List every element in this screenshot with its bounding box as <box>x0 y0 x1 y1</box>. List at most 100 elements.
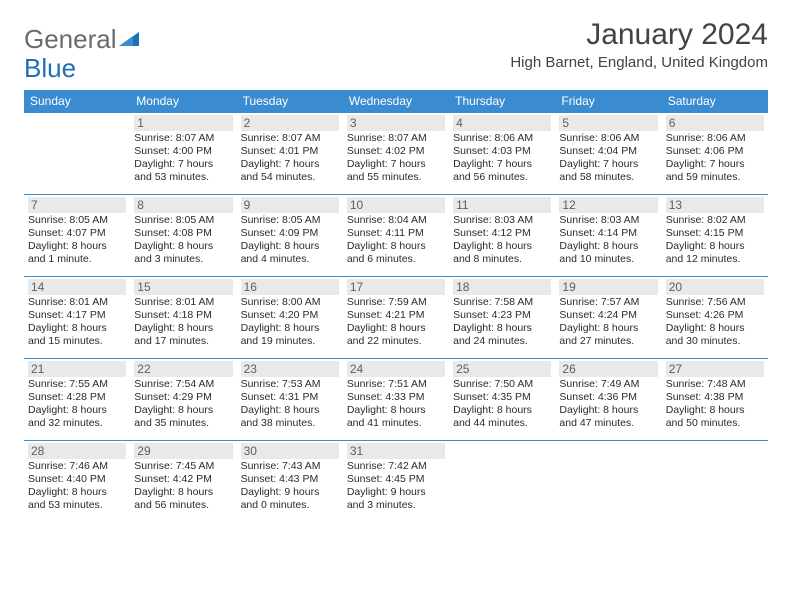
calendar-day-cell: 29Sunrise: 7:45 AMSunset: 4:42 PMDayligh… <box>130 441 236 523</box>
calendar-day-cell: 4Sunrise: 8:06 AMSunset: 4:03 PMDaylight… <box>449 113 555 195</box>
day-number: 9 <box>241 197 339 213</box>
day-number: 8 <box>134 197 232 213</box>
day-details: Sunrise: 7:54 AMSunset: 4:29 PMDaylight:… <box>134 378 232 431</box>
calendar-day-cell: 19Sunrise: 7:57 AMSunset: 4:24 PMDayligh… <box>555 277 661 359</box>
day-number: 7 <box>28 197 126 213</box>
weekday-header: Saturday <box>662 90 768 113</box>
day-details: Sunrise: 8:05 AMSunset: 4:09 PMDaylight:… <box>241 214 339 267</box>
day-details: Sunrise: 8:06 AMSunset: 4:03 PMDaylight:… <box>453 132 551 185</box>
calendar-day-cell: 17Sunrise: 7:59 AMSunset: 4:21 PMDayligh… <box>343 277 449 359</box>
day-details: Sunrise: 8:07 AMSunset: 4:01 PMDaylight:… <box>241 132 339 185</box>
day-details: Sunrise: 7:50 AMSunset: 4:35 PMDaylight:… <box>453 378 551 431</box>
day-details: Sunrise: 7:51 AMSunset: 4:33 PMDaylight:… <box>347 378 445 431</box>
calendar-day-cell <box>449 441 555 523</box>
day-number: 19 <box>559 279 657 295</box>
calendar-day-cell: 2Sunrise: 8:07 AMSunset: 4:01 PMDaylight… <box>237 113 343 195</box>
calendar-week-row: 14Sunrise: 8:01 AMSunset: 4:17 PMDayligh… <box>24 277 768 359</box>
day-details: Sunrise: 8:06 AMSunset: 4:06 PMDaylight:… <box>666 132 764 185</box>
day-details: Sunrise: 7:46 AMSunset: 4:40 PMDaylight:… <box>28 460 126 513</box>
weekday-header: Thursday <box>449 90 555 113</box>
day-details: Sunrise: 8:05 AMSunset: 4:07 PMDaylight:… <box>28 214 126 267</box>
day-number: 30 <box>241 443 339 459</box>
day-number: 13 <box>666 197 764 213</box>
calendar-day-cell: 9Sunrise: 8:05 AMSunset: 4:09 PMDaylight… <box>237 195 343 277</box>
day-details: Sunrise: 7:55 AMSunset: 4:28 PMDaylight:… <box>28 378 126 431</box>
day-details: Sunrise: 8:01 AMSunset: 4:18 PMDaylight:… <box>134 296 232 349</box>
calendar-day-cell: 13Sunrise: 8:02 AMSunset: 4:15 PMDayligh… <box>662 195 768 277</box>
day-number: 2 <box>241 115 339 131</box>
day-number: 1 <box>134 115 232 131</box>
day-number: 22 <box>134 361 232 377</box>
day-number: 6 <box>666 115 764 131</box>
day-number: 21 <box>28 361 126 377</box>
calendar-day-cell: 10Sunrise: 8:04 AMSunset: 4:11 PMDayligh… <box>343 195 449 277</box>
day-details: Sunrise: 8:02 AMSunset: 4:15 PMDaylight:… <box>666 214 764 267</box>
calendar-day-cell: 7Sunrise: 8:05 AMSunset: 4:07 PMDaylight… <box>24 195 130 277</box>
day-number: 26 <box>559 361 657 377</box>
day-details: Sunrise: 8:07 AMSunset: 4:02 PMDaylight:… <box>347 132 445 185</box>
day-details: Sunrise: 7:43 AMSunset: 4:43 PMDaylight:… <box>241 460 339 513</box>
calendar-day-cell: 12Sunrise: 8:03 AMSunset: 4:14 PMDayligh… <box>555 195 661 277</box>
calendar-body: 1Sunrise: 8:07 AMSunset: 4:00 PMDaylight… <box>24 113 768 523</box>
day-details: Sunrise: 7:42 AMSunset: 4:45 PMDaylight:… <box>347 460 445 513</box>
calendar-day-cell: 1Sunrise: 8:07 AMSunset: 4:00 PMDaylight… <box>130 113 236 195</box>
calendar-day-cell: 22Sunrise: 7:54 AMSunset: 4:29 PMDayligh… <box>130 359 236 441</box>
weekday-header: Tuesday <box>237 90 343 113</box>
day-number: 14 <box>28 279 126 295</box>
day-number: 23 <box>241 361 339 377</box>
calendar-day-cell: 27Sunrise: 7:48 AMSunset: 4:38 PMDayligh… <box>662 359 768 441</box>
calendar-day-cell <box>555 441 661 523</box>
calendar-page: General January 2024 High Barnet, Englan… <box>0 0 792 533</box>
weekday-header: Friday <box>555 90 661 113</box>
calendar-week-row: 1Sunrise: 8:07 AMSunset: 4:00 PMDaylight… <box>24 113 768 195</box>
calendar-day-cell: 11Sunrise: 8:03 AMSunset: 4:12 PMDayligh… <box>449 195 555 277</box>
calendar-day-cell: 18Sunrise: 7:58 AMSunset: 4:23 PMDayligh… <box>449 277 555 359</box>
day-number: 15 <box>134 279 232 295</box>
day-number: 18 <box>453 279 551 295</box>
day-details: Sunrise: 8:03 AMSunset: 4:12 PMDaylight:… <box>453 214 551 267</box>
day-number: 24 <box>347 361 445 377</box>
day-details: Sunrise: 8:01 AMSunset: 4:17 PMDaylight:… <box>28 296 126 349</box>
day-number: 29 <box>134 443 232 459</box>
calendar-week-row: 21Sunrise: 7:55 AMSunset: 4:28 PMDayligh… <box>24 359 768 441</box>
day-number: 17 <box>347 279 445 295</box>
day-number: 11 <box>453 197 551 213</box>
calendar-day-cell: 3Sunrise: 8:07 AMSunset: 4:02 PMDaylight… <box>343 113 449 195</box>
calendar-day-cell <box>24 113 130 195</box>
month-title: January 2024 <box>510 18 768 52</box>
calendar-day-cell: 14Sunrise: 8:01 AMSunset: 4:17 PMDayligh… <box>24 277 130 359</box>
day-details: Sunrise: 8:03 AMSunset: 4:14 PMDaylight:… <box>559 214 657 267</box>
logo-text-1: General <box>24 24 117 55</box>
calendar-day-cell: 21Sunrise: 7:55 AMSunset: 4:28 PMDayligh… <box>24 359 130 441</box>
day-details: Sunrise: 7:49 AMSunset: 4:36 PMDaylight:… <box>559 378 657 431</box>
day-number: 31 <box>347 443 445 459</box>
day-details: Sunrise: 7:45 AMSunset: 4:42 PMDaylight:… <box>134 460 232 513</box>
weekday-header: Sunday <box>24 90 130 113</box>
calendar-day-cell: 31Sunrise: 7:42 AMSunset: 4:45 PMDayligh… <box>343 441 449 523</box>
day-number: 27 <box>666 361 764 377</box>
calendar-day-cell: 23Sunrise: 7:53 AMSunset: 4:31 PMDayligh… <box>237 359 343 441</box>
day-details: Sunrise: 8:06 AMSunset: 4:04 PMDaylight:… <box>559 132 657 185</box>
calendar-day-cell: 24Sunrise: 7:51 AMSunset: 4:33 PMDayligh… <box>343 359 449 441</box>
day-number: 3 <box>347 115 445 131</box>
calendar-week-row: 28Sunrise: 7:46 AMSunset: 4:40 PMDayligh… <box>24 441 768 523</box>
calendar-day-cell: 15Sunrise: 8:01 AMSunset: 4:18 PMDayligh… <box>130 277 236 359</box>
day-number: 12 <box>559 197 657 213</box>
logo-icon <box>119 24 141 55</box>
day-details: Sunrise: 7:53 AMSunset: 4:31 PMDaylight:… <box>241 378 339 431</box>
day-details: Sunrise: 7:56 AMSunset: 4:26 PMDaylight:… <box>666 296 764 349</box>
weekday-header-row: Sunday Monday Tuesday Wednesday Thursday… <box>24 90 768 113</box>
calendar-day-cell: 5Sunrise: 8:06 AMSunset: 4:04 PMDaylight… <box>555 113 661 195</box>
day-number: 4 <box>453 115 551 131</box>
calendar-table: Sunday Monday Tuesday Wednesday Thursday… <box>24 90 768 523</box>
day-details: Sunrise: 8:07 AMSunset: 4:00 PMDaylight:… <box>134 132 232 185</box>
day-number: 20 <box>666 279 764 295</box>
calendar-day-cell: 28Sunrise: 7:46 AMSunset: 4:40 PMDayligh… <box>24 441 130 523</box>
day-details: Sunrise: 8:00 AMSunset: 4:20 PMDaylight:… <box>241 296 339 349</box>
calendar-day-cell: 6Sunrise: 8:06 AMSunset: 4:06 PMDaylight… <box>662 113 768 195</box>
calendar-day-cell: 20Sunrise: 7:56 AMSunset: 4:26 PMDayligh… <box>662 277 768 359</box>
day-details: Sunrise: 7:48 AMSunset: 4:38 PMDaylight:… <box>666 378 764 431</box>
logo-text-2: Blue <box>24 53 768 84</box>
logo: General <box>24 24 143 55</box>
day-number: 25 <box>453 361 551 377</box>
